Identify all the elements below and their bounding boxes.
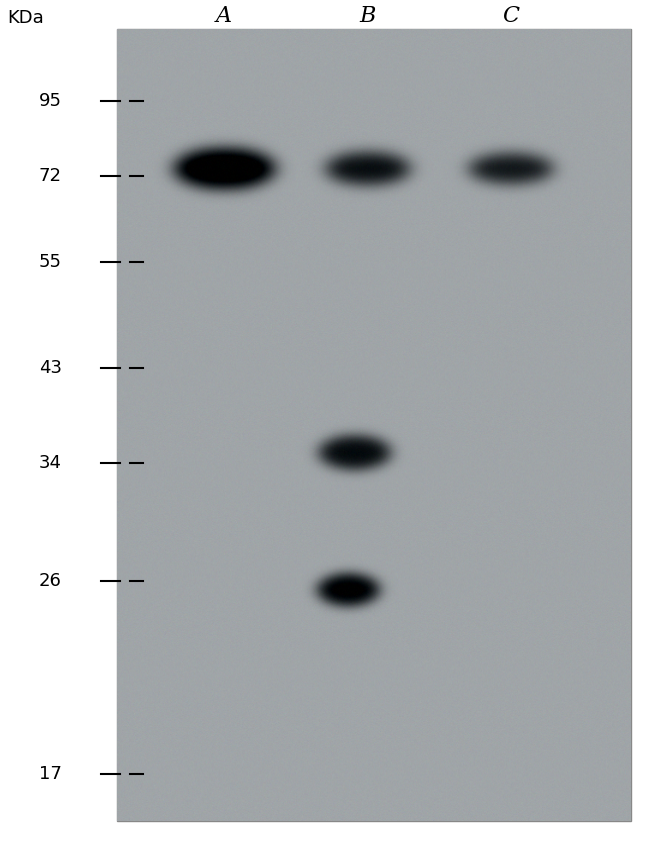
Text: B: B [359, 5, 376, 27]
Text: C: C [502, 5, 519, 27]
Text: 34: 34 [39, 453, 62, 472]
Text: 26: 26 [39, 572, 62, 590]
Text: 43: 43 [39, 360, 62, 377]
Text: 72: 72 [39, 168, 62, 185]
Text: 55: 55 [39, 253, 62, 272]
Text: 95: 95 [39, 91, 62, 110]
Text: KDa: KDa [8, 9, 44, 27]
FancyBboxPatch shape [117, 29, 630, 821]
Text: A: A [216, 5, 232, 27]
Text: 17: 17 [39, 766, 62, 783]
